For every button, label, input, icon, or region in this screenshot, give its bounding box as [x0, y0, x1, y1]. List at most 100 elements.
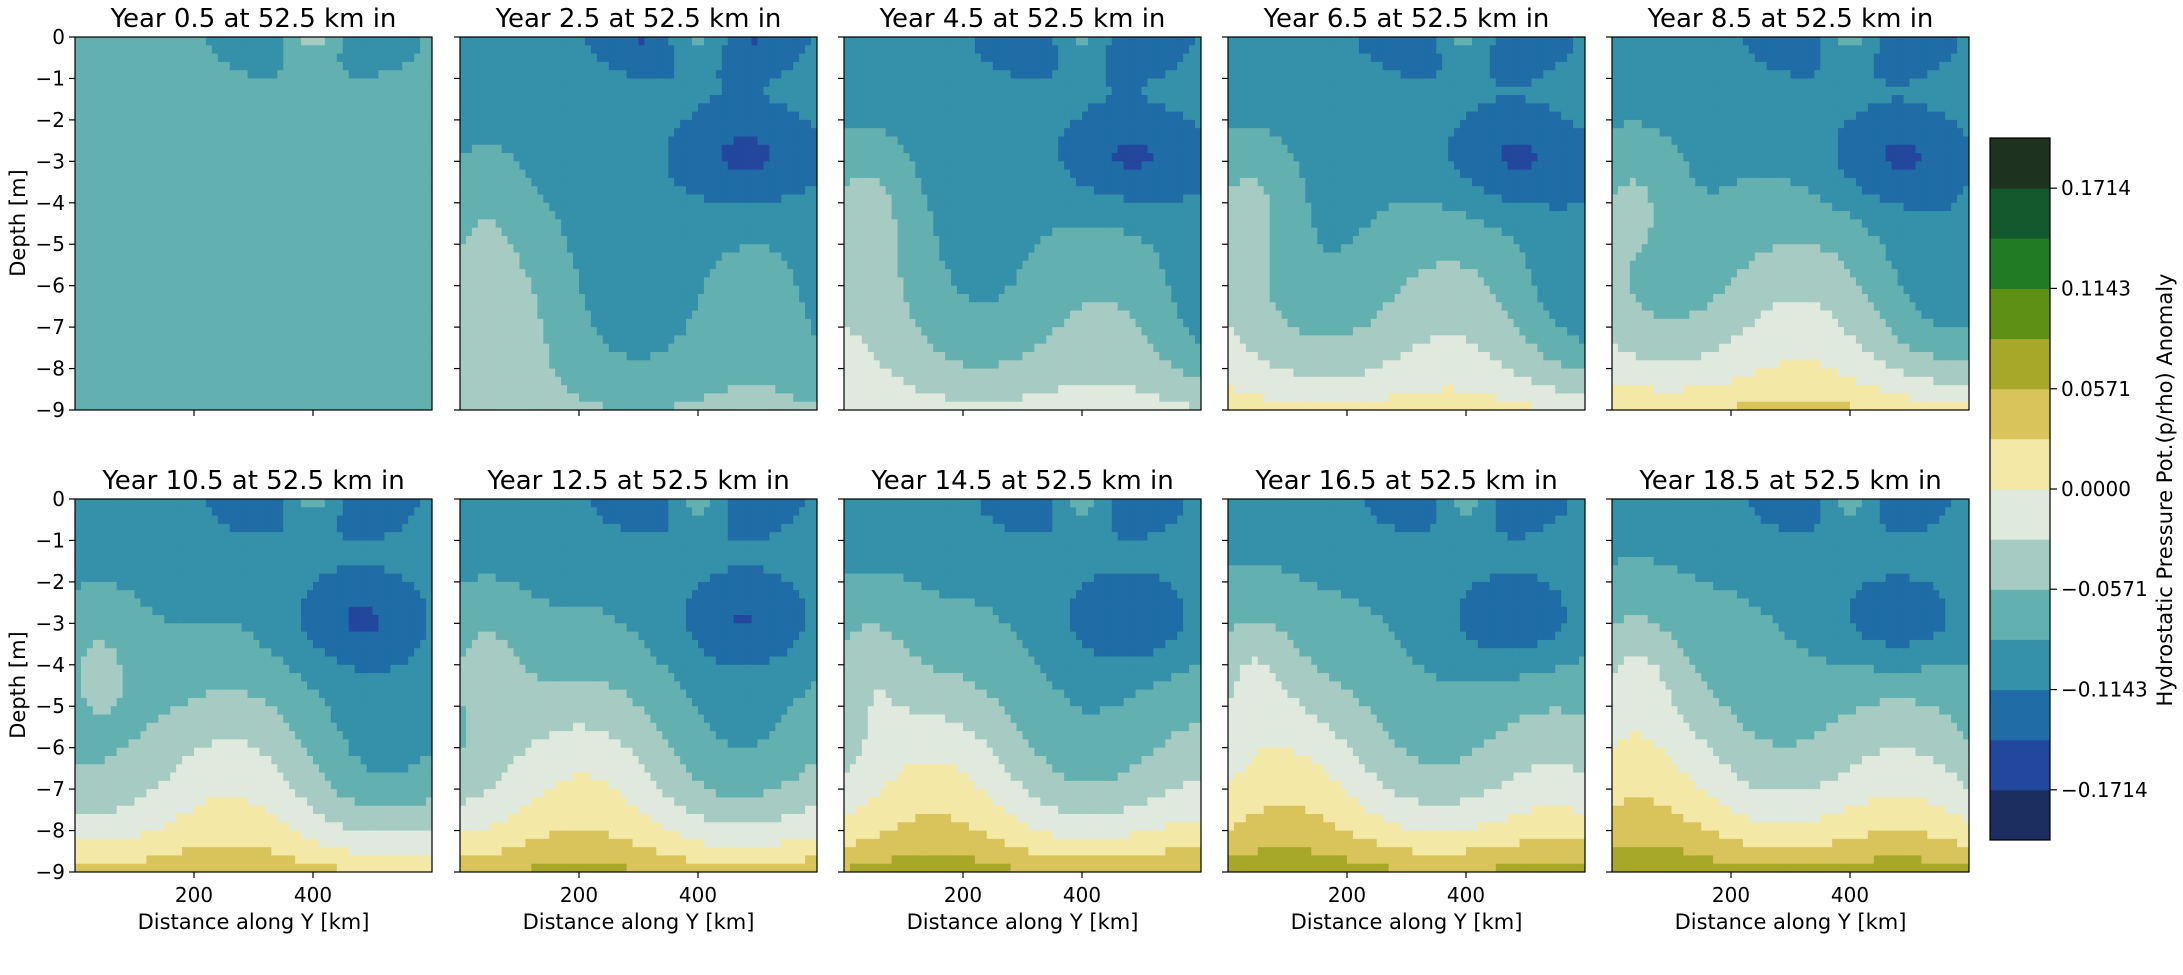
panel-title: Year 0.5 at 52.5 km in — [110, 4, 397, 34]
contour-panel: Year 4.5 at 52.5 km in — [838, 4, 1202, 416]
colorbar-tick-label: −0.0571 — [2061, 577, 2148, 601]
y-tick-label: −7 — [36, 777, 65, 801]
panel-title: Year 16.5 at 52.5 km in — [1254, 466, 1557, 496]
axes-frame — [1227, 498, 1586, 873]
colorbar-tick-label: −0.1714 — [2061, 778, 2148, 802]
x-axis-label: Distance along Y [km] — [138, 910, 370, 934]
x-tick-label: 400 — [1447, 883, 1485, 907]
x-tick-label: 200 — [1328, 883, 1366, 907]
y-axis-label: Depth [m] — [6, 631, 30, 738]
y-tick-label: −8 — [36, 819, 65, 843]
axes-frame — [843, 498, 1202, 873]
contour-field — [1228, 37, 1585, 410]
colorbar-band — [1990, 589, 2050, 640]
x-axis-label: Distance along Y [km] — [1291, 910, 1523, 934]
contour-panel: Year 0.5 at 52.5 km in 0 −1 −2 −3 −4 −5 −6 −7 −8 −… — [36, 4, 433, 422]
contour-field — [1612, 37, 1969, 410]
contour-panel: Year 2.5 at 52.5 km in — [454, 4, 818, 416]
colorbar-band — [1990, 188, 2050, 239]
colorbar-tick-label: 0.0571 — [2061, 377, 2131, 401]
panel-title: Year 6.5 at 52.5 km in — [1263, 4, 1550, 34]
y-tick-label: −5 — [36, 694, 65, 718]
y-tick-label: 0 — [52, 487, 65, 511]
contour-field — [460, 37, 817, 410]
contour-field — [460, 499, 817, 872]
contour-panel: Year 12.5 at 52.5 km in 200 400 Distance al… — [454, 466, 818, 934]
panel-title: Year 10.5 at 52.5 km in — [101, 466, 404, 496]
axes-frame — [459, 36, 818, 411]
y-tick-label: −3 — [36, 149, 65, 173]
panel-title: Year 4.5 at 52.5 km in — [879, 4, 1166, 34]
contour-panel: Year 18.5 at 52.5 km in 200 400 Distance al… — [1606, 466, 1970, 934]
colorbar-tick-label: 0.0000 — [2061, 477, 2131, 501]
colorbar-tick-label: 0.1714 — [2061, 176, 2131, 200]
colorbar-band — [1990, 639, 2050, 691]
axes-frame — [459, 498, 818, 873]
y-tick-label: −6 — [36, 274, 65, 298]
y-tick-label: −4 — [36, 191, 65, 215]
x-tick-label: 200 — [560, 883, 598, 907]
colorbar-label: Hydrostatic Pressure Pot.(p/rho) Anomaly — [2153, 274, 2177, 707]
y-tick-label: −7 — [36, 315, 65, 339]
colorbar-band — [1990, 438, 2050, 490]
y-tick-label: −2 — [36, 570, 65, 594]
colorbar-band — [1990, 539, 2050, 590]
contour-field — [1228, 499, 1585, 872]
colorbar-band — [1990, 739, 2050, 791]
y-tick-label: −8 — [36, 357, 65, 381]
axes-frame — [74, 36, 433, 411]
colorbar-band — [1990, 338, 2050, 390]
colorbar-band — [1990, 238, 2050, 289]
contour-field — [75, 499, 432, 872]
y-tick-label: −5 — [36, 232, 65, 256]
contour-panel: Year 10.5 at 52.5 km in 0 −1 −2 −3 −4 −5 −6 −7 −8… — [36, 466, 433, 934]
colorbar-band — [1990, 789, 2050, 841]
y-tick-label: −2 — [36, 108, 65, 132]
colorbar-band — [1990, 388, 2050, 440]
colorbar-tick-label: −0.1143 — [2061, 678, 2148, 702]
y-axis-label: Depth [m] — [6, 169, 30, 276]
y-tick-label: −1 — [36, 66, 65, 90]
colorbar: 0.1714 0.1143 0.0571 0.0000 −0.0571 −0.1143 −0… — [1989, 137, 2148, 841]
contour-panel: Year 6.5 at 52.5 km in — [1222, 4, 1586, 416]
axes-frame — [74, 498, 433, 873]
x-axis-label: Distance along Y [km] — [1675, 910, 1907, 934]
x-tick-label: 400 — [1063, 883, 1101, 907]
x-tick-label: 400 — [294, 883, 332, 907]
contour-panel: Year 16.5 at 52.5 km in 200 400 Distance al… — [1222, 466, 1586, 934]
panel-title: Year 18.5 at 52.5 km in — [1638, 466, 1941, 496]
contour-field — [844, 499, 1201, 872]
y-tick-label: −6 — [36, 736, 65, 760]
contour-field — [75, 37, 432, 410]
axes-frame — [1227, 36, 1586, 411]
panel-title: Year 12.5 at 52.5 km in — [486, 466, 789, 496]
colorbar-band — [1990, 689, 2050, 741]
panel-title: Year 14.5 at 52.5 km in — [870, 466, 1173, 496]
y-tick-label: −1 — [36, 528, 65, 552]
contour-panel: Year 14.5 at 52.5 km in 200 400 Distance al… — [838, 466, 1202, 934]
x-tick-label: 200 — [944, 883, 982, 907]
y-tick-label: −3 — [36, 611, 65, 635]
contour-panel: Year 8.5 at 52.5 km in — [1606, 4, 1970, 416]
x-tick-label: 400 — [679, 883, 717, 907]
y-tick-label: −4 — [36, 653, 65, 677]
axes-frame — [1611, 498, 1970, 873]
colorbar-band — [1990, 489, 2050, 540]
y-tick-label: 0 — [52, 25, 65, 49]
axes-frame — [1611, 36, 1970, 411]
colorbar-tick-label: 0.1143 — [2061, 276, 2131, 300]
colorbar-band — [1990, 138, 2050, 189]
x-tick-label: 200 — [175, 883, 213, 907]
panel-title: Year 8.5 at 52.5 km in — [1647, 4, 1934, 34]
y-tick-label: −9 — [36, 398, 65, 422]
x-axis-label: Distance along Y [km] — [523, 910, 755, 934]
x-tick-label: 400 — [1831, 883, 1869, 907]
x-axis-label: Distance along Y [km] — [907, 910, 1139, 934]
contour-field — [844, 37, 1201, 410]
y-tick-label: −9 — [36, 860, 65, 884]
colorbar-band — [1990, 288, 2050, 340]
panel-title: Year 2.5 at 52.5 km in — [495, 4, 782, 34]
axes-frame — [843, 36, 1202, 411]
contour-field — [1612, 499, 1969, 872]
